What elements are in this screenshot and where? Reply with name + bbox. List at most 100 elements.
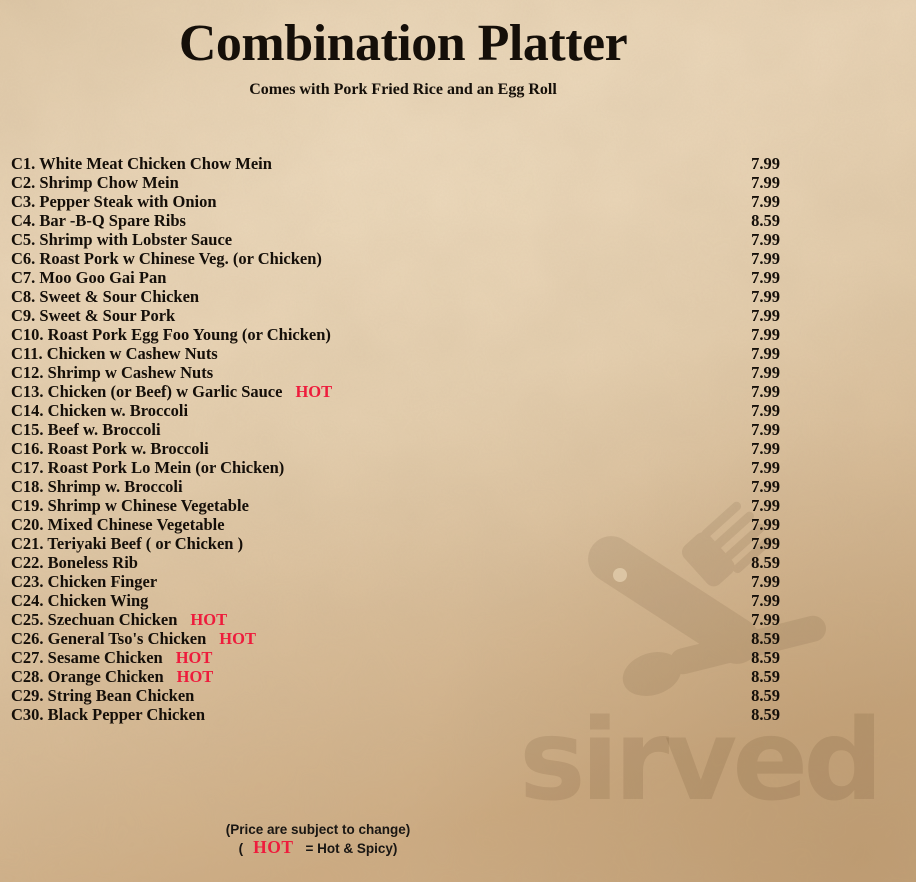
menu-item-row: C26. General Tso's Chicken HOT 8.59 [11, 629, 780, 648]
footer-note: (Price are subject to change) [225, 822, 411, 837]
menu-item-label: C12. Shrimp w Cashew Nuts [11, 363, 214, 382]
menu-item-row: C14. Chicken w. Broccoli 7.99 [11, 401, 780, 420]
menu-item-label: C25. Szechuan Chicken [11, 610, 178, 629]
legend-hot-label: HOT [253, 837, 294, 857]
menu-item-row: C27. Sesame Chicken HOT 8.59 [11, 648, 780, 667]
menu-item-label: C22. Boneless Rib [11, 553, 138, 572]
menu-item-row: C18. Shrimp w. Broccoli 7.99 [11, 477, 780, 496]
menu-item-label: C27. Sesame Chicken [11, 648, 163, 667]
menu-list: C1. White Meat Chicken Chow Mein 7.99 C2… [0, 154, 780, 724]
menu-item-label: C6. Roast Pork w Chinese Veg. (or Chicke… [11, 249, 322, 268]
menu-item-row: C1. White Meat Chicken Chow Mein 7.99 [11, 154, 780, 173]
menu-item-row: C6. Roast Pork w Chinese Veg. (or Chicke… [11, 249, 780, 268]
menu-item-price: 7.99 [751, 496, 780, 515]
menu-item-row: C10. Roast Pork Egg Foo Young (or Chicke… [11, 325, 780, 344]
menu-item-label: C8. Sweet & Sour Chicken [11, 287, 200, 306]
page-subtitle: Comes with Pork Fried Rice and an Egg Ro… [249, 81, 557, 98]
menu-item-label: C2. Shrimp Chow Mein [11, 173, 179, 192]
menu-item-price: 7.99 [751, 515, 780, 534]
menu-item-price: 7.99 [751, 287, 780, 306]
menu-item-label: C16. Roast Pork w. Broccoli [11, 439, 209, 458]
menu-item-label: C13. Chicken (or Beef) w Garlic Sauce [11, 382, 283, 401]
watermark-text: sirved [519, 696, 883, 826]
menu-item-price: 8.59 [751, 667, 780, 686]
knife-handle-icon [588, 536, 760, 664]
menu-item-row: C4. Bar -B-Q Spare Ribs 8.59 [11, 211, 780, 230]
menu-item-price: 8.59 [751, 211, 780, 230]
menu-item-row: C30. Black Pepper Chicken 8.59 [11, 705, 780, 724]
menu-item-label: C17. Roast Pork Lo Mein (or Chicken) [11, 458, 285, 477]
menu-item-label: C21. Teriyaki Beef ( or Chicken ) [11, 534, 244, 553]
menu-item-row: C9. Sweet & Sour Pork 7.99 [11, 306, 780, 325]
menu-item-label: C20. Mixed Chinese Vegetable [11, 515, 225, 534]
menu-item-label: C10. Roast Pork Egg Foo Young (or Chicke… [11, 325, 331, 344]
menu-item-price: 8.59 [751, 705, 780, 724]
menu-item-label: C11. Chicken w Cashew Nuts [11, 344, 218, 363]
menu-item-price: 7.99 [751, 477, 780, 496]
menu-item-price: 7.99 [751, 420, 780, 439]
menu-item-label: C26. General Tso's Chicken [11, 629, 207, 648]
menu-item-price: 7.99 [751, 439, 780, 458]
menu-item-row: C2. Shrimp Chow Mein 7.99 [11, 173, 780, 192]
menu-item-label: C15. Beef w. Broccoli [11, 420, 161, 439]
menu-item-price: 8.59 [751, 648, 780, 667]
menu-item-price: 7.99 [751, 572, 780, 591]
menu-item-price: 8.59 [751, 686, 780, 705]
menu-item-label: C14. Chicken w. Broccoli [11, 401, 189, 420]
menu-item-label: C3. Pepper Steak with Onion [11, 192, 217, 211]
menu-item-price: 7.99 [751, 534, 780, 553]
pivot-hole [613, 568, 627, 582]
menu-item-price: 7.99 [751, 363, 780, 382]
menu-item-price: 7.99 [751, 344, 780, 363]
menu-item-label: C1. White Meat Chicken Chow Mein [11, 154, 272, 173]
menu-item-label: C28. Orange Chicken [11, 667, 164, 686]
menu-item-row: C8. Sweet & Sour Chicken 7.99 [11, 287, 780, 306]
menu-item-row: C13. Chicken (or Beef) w Garlic Sauce HO… [11, 382, 780, 401]
menu-item-label: C19. Shrimp w Chinese Vegetable [11, 496, 249, 515]
menu-item-price: 7.99 [751, 458, 780, 477]
menu-item-row: C28. Orange Chicken HOT 8.59 [11, 667, 780, 686]
hot-badge: HOT [190, 610, 228, 629]
page-footer: (Price are subject to change) (HOT = Hot … [0, 821, 636, 858]
menu-page: Combination Platter Comes with Pork Frie… [0, 15, 780, 858]
spoon-icon [622, 615, 827, 697]
menu-item-row: C16. Roast Pork w. Broccoli 7.99 [11, 439, 780, 458]
menu-item-row: C22. Boneless Rib 8.59 [11, 553, 780, 572]
hot-badge: HOT [219, 629, 256, 648]
menu-item-row: C29. String Bean Chicken 8.59 [11, 686, 780, 705]
menu-item-row: C21. Teriyaki Beef ( or Chicken ) 7.99 [11, 534, 780, 553]
menu-item-row: C24. Chicken Wing 7.99 [11, 591, 780, 610]
menu-item-label: C24. Chicken Wing [11, 591, 149, 610]
menu-item-price: 7.99 [751, 401, 780, 420]
menu-item-label: C23. Chicken Finger [11, 572, 158, 591]
menu-item-row: C5. Shrimp with Lobster Sauce 7.99 [11, 230, 780, 249]
menu-item-price: 7.99 [751, 268, 780, 287]
hot-badge: HOT [175, 648, 213, 667]
menu-item-label: C29. String Bean Chicken [11, 686, 195, 705]
menu-item-price: 8.59 [751, 629, 780, 648]
menu-item-price: 7.99 [751, 382, 780, 401]
menu-item-row: C15. Beef w. Broccoli 7.99 [11, 420, 780, 439]
menu-item-price: 7.99 [751, 325, 780, 344]
menu-item-row: C12. Shrimp w Cashew Nuts 7.99 [11, 363, 780, 382]
menu-item-row: C17. Roast Pork Lo Mein (or Chicken) 7.9… [11, 458, 780, 477]
menu-item-label: C9. Sweet & Sour Pork [11, 306, 176, 325]
legend-text: = Hot & Spicy) [305, 841, 398, 856]
menu-item-row: C25. Szechuan Chicken HOT 7.99 [11, 610, 780, 629]
footer-legend: (HOT = Hot & Spicy) [0, 838, 636, 858]
menu-item-row: C7. Moo Goo Gai Pan 7.99 [11, 268, 780, 287]
menu-item-label: C4. Bar -B-Q Spare Ribs [11, 211, 186, 230]
menu-item-price: 7.99 [751, 306, 780, 325]
fork-icon [681, 501, 773, 587]
menu-item-label: C30. Black Pepper Chicken [11, 705, 206, 724]
menu-item-price: 8.59 [751, 553, 780, 572]
menu-item-row: C23. Chicken Finger 7.99 [11, 572, 780, 591]
menu-item-price: 7.99 [751, 610, 780, 629]
page-title: Combination Platter [178, 15, 628, 72]
menu-item-row: C3. Pepper Steak with Onion 7.99 [11, 192, 780, 211]
menu-item-price: 7.99 [751, 173, 780, 192]
menu-item-price: 7.99 [751, 249, 780, 268]
menu-item-price: 7.99 [751, 192, 780, 211]
